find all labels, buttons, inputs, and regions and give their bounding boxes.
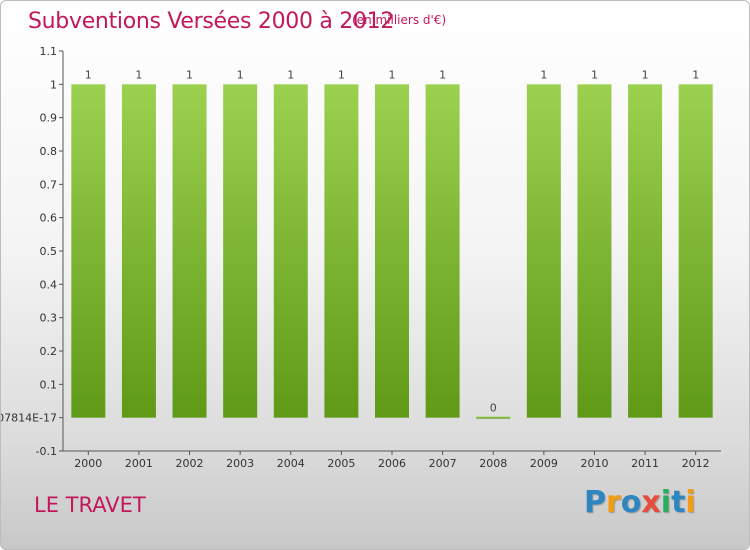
logo-letter: i: [660, 485, 672, 520]
y-tick-label: 0.1: [40, 378, 58, 391]
x-tick-label: 2004: [277, 457, 305, 470]
x-tick-label: 2008: [479, 457, 507, 470]
bar: [324, 84, 359, 418]
bars: [71, 84, 713, 419]
bar-value-label: 1: [287, 68, 294, 81]
y-tick-label: 0.2: [40, 345, 58, 358]
y-tick-label: 0.6: [40, 212, 58, 225]
logo-letter: i: [685, 485, 696, 520]
y-tick-label: 0.3: [40, 312, 58, 325]
bar-value-label: 0: [490, 402, 497, 415]
bar-value-label: 1: [338, 68, 345, 81]
commune-name: LE TRAVET: [34, 493, 146, 517]
y-tick-label: -0.1: [36, 445, 57, 458]
bar: [71, 84, 106, 418]
logo-letter: x: [641, 485, 661, 520]
x-tick-label: 2006: [378, 457, 406, 470]
bar: [172, 84, 207, 418]
bar: [223, 84, 258, 418]
logo-letter: o: [620, 485, 642, 520]
bar-value-label: 1: [389, 68, 396, 81]
x-tick-label: 2009: [530, 457, 558, 470]
proxiti-logo: Proxiti: [584, 485, 696, 520]
y-tick-label: 0.7: [40, 178, 58, 191]
x-tick-label: 2007: [429, 457, 457, 470]
chart-unit-note: (en milliers d'€): [352, 13, 447, 27]
logo-letter: r: [606, 485, 621, 520]
y-tick-label: 1.1: [40, 45, 58, 58]
bar: [678, 84, 713, 418]
y-tick-label: 1.3877787807814E-17: [1, 412, 57, 425]
x-tick-label: 2011: [631, 457, 659, 470]
bar-value-label: 1: [540, 68, 547, 81]
y-tick-label: 0.9: [40, 112, 58, 125]
bar: [121, 84, 156, 418]
labels: 1 1 1 1 1 1 1 1 0 1 1 1 1: [85, 68, 699, 414]
bar-value-label: 1: [85, 68, 92, 81]
bar-value-label: 1: [642, 68, 649, 81]
y-tick-label: 0.8: [40, 145, 58, 158]
x-tick-label: 2005: [327, 457, 355, 470]
bar: [476, 416, 511, 419]
logo-letter: t: [671, 485, 686, 520]
bar: [526, 84, 561, 418]
x-tick-label: 2003: [226, 457, 254, 470]
bar-value-label: 1: [692, 68, 699, 81]
x-tick-label: 2000: [74, 457, 102, 470]
bar: [628, 84, 663, 418]
y-tick-label: 1: [50, 78, 57, 91]
bar-value-label: 1: [591, 68, 598, 81]
x-tick-label: 2001: [125, 457, 153, 470]
y-tick-label: 0.4: [40, 278, 58, 291]
bar: [425, 84, 460, 418]
axes: -0.1 1.3877787807814E-17 0.1 0.2 0.3 0.4 0.5 0.…: [1, 45, 721, 470]
logo-letter: P: [584, 485, 606, 520]
bar: [273, 84, 308, 418]
y-tick-label: 0.5: [40, 245, 58, 258]
bar: [577, 84, 612, 418]
x-tick-label: 2010: [580, 457, 608, 470]
bar-value-label: 1: [186, 68, 193, 81]
chart-title: Subventions Versées 2000 à 2012: [28, 9, 395, 34]
bar-value-label: 1: [237, 68, 244, 81]
bar-value-label: 1: [439, 68, 446, 81]
bar: [375, 84, 409, 418]
x-tick-label: 2002: [176, 457, 204, 470]
x-tick-label: 2012: [682, 457, 710, 470]
bar-value-label: 1: [135, 68, 142, 81]
